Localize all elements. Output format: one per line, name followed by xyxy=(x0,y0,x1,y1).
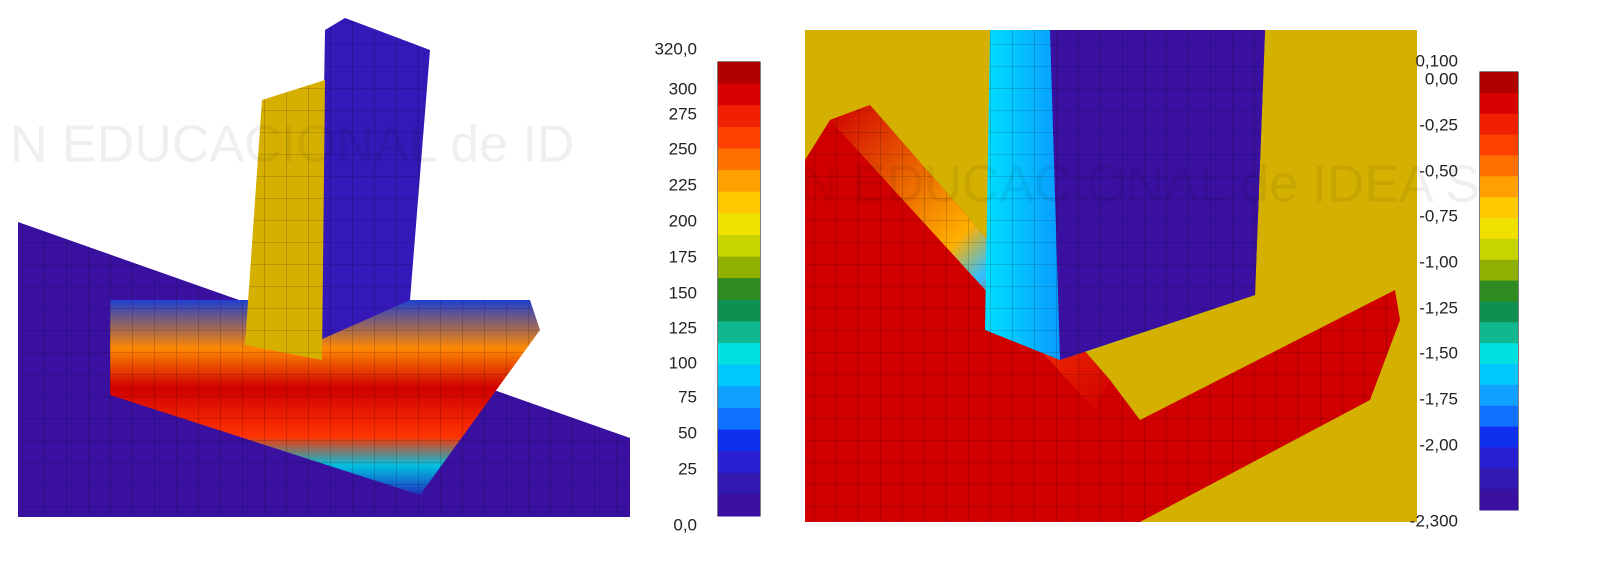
color-band xyxy=(718,451,760,474)
color-band xyxy=(718,494,760,517)
legend-label: -2,00 xyxy=(1419,435,1458,454)
legend-label: -0,75 xyxy=(1419,206,1458,225)
color-band xyxy=(1480,364,1518,386)
color-band xyxy=(1480,197,1518,219)
color-band xyxy=(718,472,760,495)
color-band xyxy=(718,170,760,193)
color-band xyxy=(718,343,760,366)
color-band xyxy=(1480,343,1518,365)
legend-label: 200 xyxy=(669,211,697,230)
watermark: N EDUCACIONAL de ID xyxy=(10,116,574,174)
color-band xyxy=(718,407,760,431)
legend-label: -1,00 xyxy=(1419,252,1458,271)
color-band xyxy=(1480,301,1518,323)
color-band xyxy=(718,321,760,344)
color-band xyxy=(1480,426,1518,448)
color-band xyxy=(1480,72,1518,94)
color-band xyxy=(718,256,760,279)
legend-label: -1,25 xyxy=(1419,298,1458,317)
color-band xyxy=(718,126,760,149)
color-band xyxy=(1480,134,1518,156)
legend-label: -0,25 xyxy=(1419,115,1458,134)
color-band xyxy=(1480,280,1518,302)
color-band xyxy=(1480,113,1518,136)
legend-label: 25 xyxy=(678,459,697,478)
color-band xyxy=(718,62,760,85)
legend-label: 150 xyxy=(669,283,697,302)
legend-label: -0,50 xyxy=(1419,161,1458,180)
legend-label: 0,100 xyxy=(1415,51,1458,70)
color-band xyxy=(1480,447,1518,469)
legend-label: 320,0 xyxy=(654,39,697,58)
color-band xyxy=(718,429,760,452)
legend-label: 125 xyxy=(669,318,697,337)
color-band xyxy=(1480,238,1518,261)
color-band xyxy=(718,386,760,409)
legend-label: 75 xyxy=(678,387,697,406)
legend-label: -2,300 xyxy=(1410,511,1458,530)
color-band xyxy=(718,299,760,322)
color-band xyxy=(1480,322,1518,344)
legend-label: 175 xyxy=(669,247,697,266)
left-render xyxy=(18,18,630,517)
legend-label: 275 xyxy=(669,104,697,123)
legend-label: -1,50 xyxy=(1419,343,1458,362)
right-render xyxy=(805,30,1417,522)
legend-label: -1,75 xyxy=(1419,389,1458,408)
watermark: N EDUCACIONAL de IDEA S xyxy=(800,156,1480,214)
color-band xyxy=(718,364,760,387)
color-band xyxy=(1480,489,1518,511)
color-band xyxy=(718,213,760,236)
color-band xyxy=(718,148,760,171)
color-band xyxy=(718,234,760,258)
legend-label: 100 xyxy=(669,353,697,372)
color-band xyxy=(1480,218,1518,240)
color-band xyxy=(1480,176,1518,198)
color-band xyxy=(718,105,760,128)
left-legend: 320,0 300 275 250 225 200 175 150 125 10… xyxy=(654,39,761,534)
legend-label: 0,00 xyxy=(1425,69,1458,88)
color-band xyxy=(1480,259,1518,282)
legend-label: 300 xyxy=(669,79,697,98)
legend-label: 50 xyxy=(678,423,697,442)
color-band xyxy=(1480,155,1518,177)
legend-label: 225 xyxy=(669,175,697,194)
legend-label: 0,0 xyxy=(673,515,697,534)
color-band xyxy=(1480,384,1518,407)
color-band xyxy=(718,83,760,106)
color-band xyxy=(1480,405,1518,428)
color-band xyxy=(1480,468,1518,490)
right-legend: 0,100 0,00 -0,25 -0,50 -0,75 -1,00 -1,25… xyxy=(1410,51,1519,530)
color-band xyxy=(1480,92,1518,115)
legend-label: 250 xyxy=(669,139,697,158)
color-band xyxy=(718,278,760,301)
color-band xyxy=(718,191,760,214)
